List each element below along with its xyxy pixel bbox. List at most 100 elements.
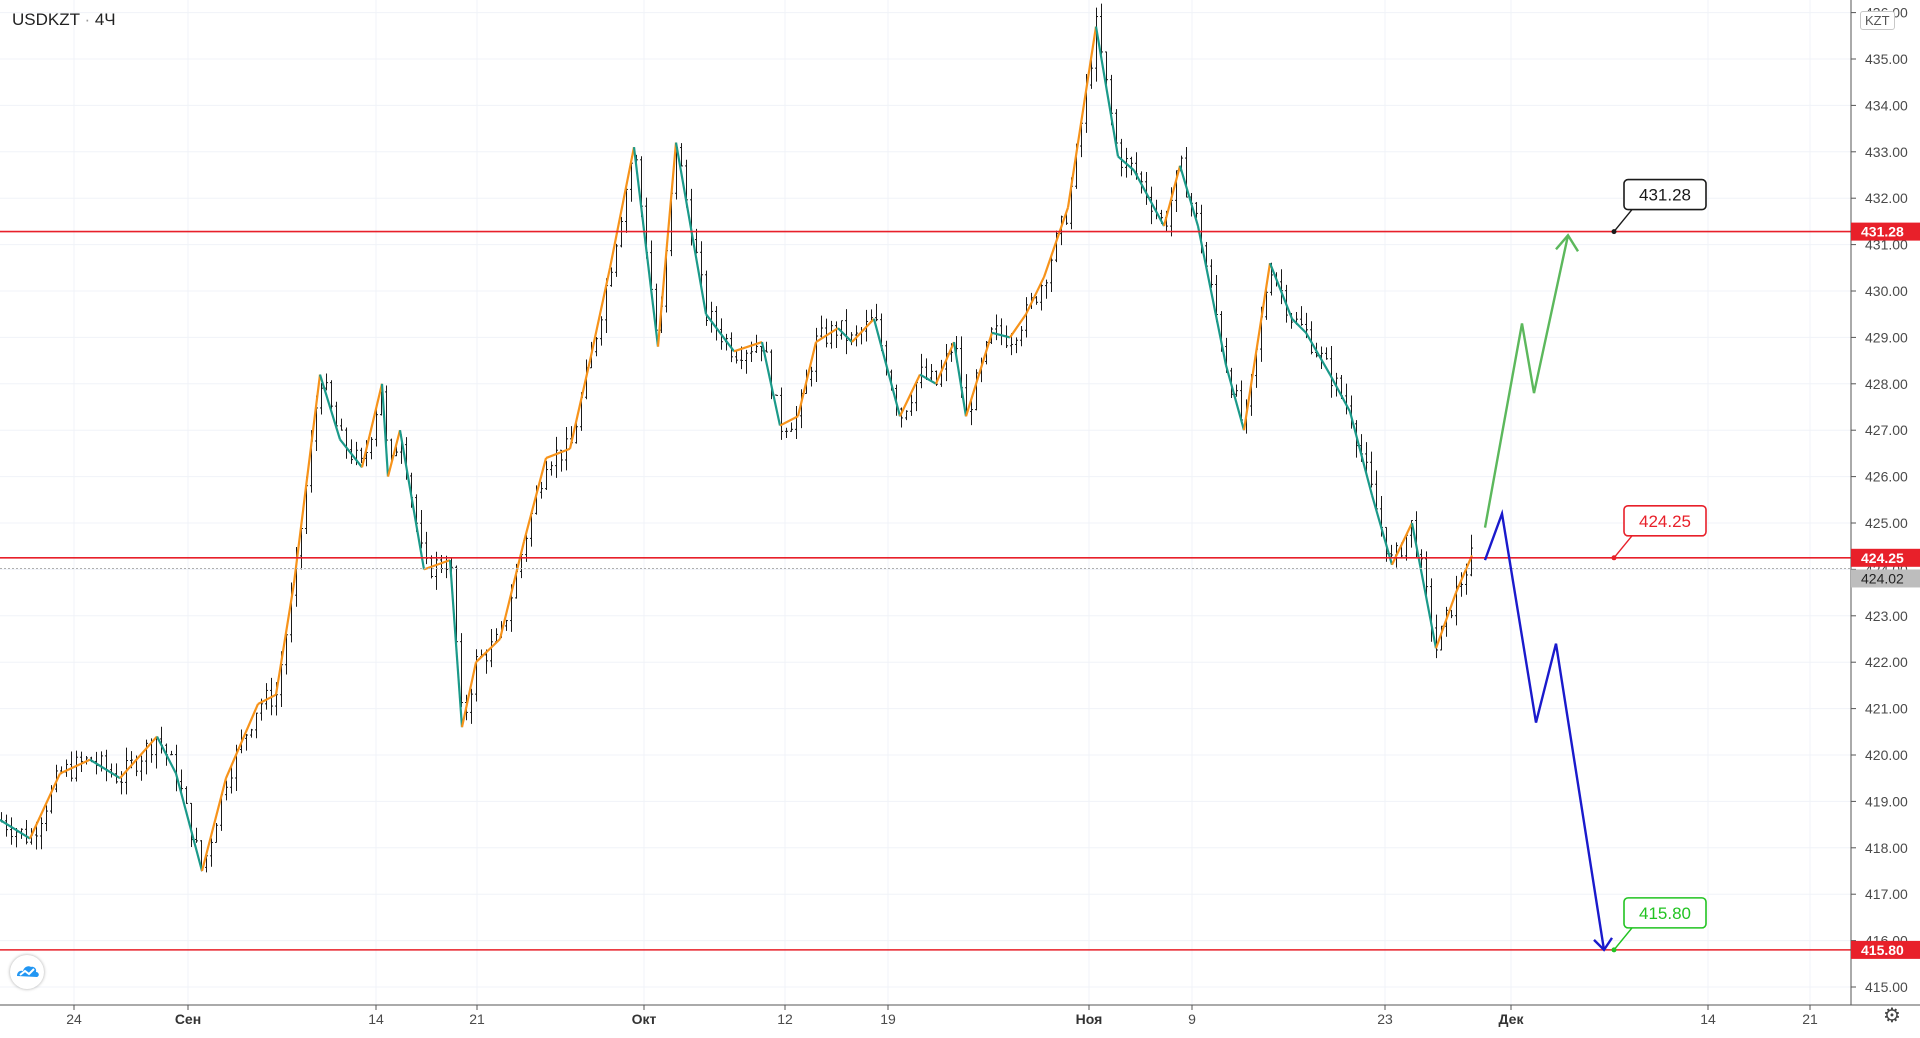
time-tick-label: 23: [1377, 1011, 1393, 1027]
currency-badge[interactable]: KZT: [1860, 11, 1895, 30]
zigzag-up-segment: [1025, 276, 1045, 315]
zigzag-up-segment: [733, 340, 763, 353]
price-tick-label: 422.00: [1865, 654, 1908, 670]
zigzag-up-segment: [1066, 26, 1098, 208]
time-tick-label: 19: [880, 1011, 896, 1027]
price-axis: [1851, 0, 1920, 1038]
zigzag-down-segment: [1133, 169, 1165, 227]
callout-box: [1623, 504, 1707, 537]
zigzag-up-segment: [274, 583, 296, 695]
zigzag-up-segment: [779, 415, 799, 427]
time-tick-label: 14: [1700, 1011, 1716, 1027]
callout-label-current-level: 424.25: [1639, 512, 1691, 531]
level-axis-badge: [1851, 222, 1920, 241]
zigzag-down-segment: [156, 735, 177, 775]
time-tick-label: 14: [368, 1011, 384, 1027]
zigzag-down-segment: [339, 438, 363, 469]
zigzag-down-segment: [398, 430, 426, 570]
zigzag-down-segment: [1178, 165, 1200, 227]
callout-anchor: [1611, 555, 1617, 561]
forecast-up-arrowhead: [1555, 233, 1580, 252]
zigzag-down-segment: [1410, 522, 1438, 649]
forecast-down-path: [1483, 509, 1606, 951]
price-tick-label: 417.00: [1865, 886, 1908, 902]
interval-label: 4Ч: [94, 10, 116, 29]
callout-anchor: [1611, 947, 1617, 953]
zigzag-up-segment: [899, 374, 921, 417]
time-tick-label: 9: [1188, 1011, 1196, 1027]
zigzag-up-segment: [796, 341, 818, 417]
time-tick-label: Окт: [632, 1011, 657, 1027]
time-tick-label: Дек: [1499, 1011, 1525, 1027]
zigzag-up-segment: [29, 773, 61, 839]
price-tick-label: 426.00: [1865, 469, 1908, 485]
tradingview-logo-icon[interactable]: [10, 955, 44, 989]
price-tick-label: 432.00: [1865, 190, 1908, 206]
zigzag-up-segment: [1454, 555, 1474, 594]
zigzag-up-segment: [1009, 313, 1027, 339]
price-tick-label: 429.00: [1865, 329, 1908, 345]
level-axis-label: 415.80: [1861, 942, 1904, 958]
zigzag-up-segment: [851, 318, 875, 343]
price-tick-label: 434.00: [1865, 97, 1908, 113]
symbol-title[interactable]: USDKZT · 4Ч: [12, 10, 116, 30]
price-tick-label: 430.00: [1865, 283, 1908, 299]
price-tick-label: 435.00: [1865, 51, 1908, 67]
callout-box: [1623, 178, 1707, 211]
zigzag-up-segment: [522, 457, 548, 542]
zigzag-down-segment: [1291, 318, 1307, 334]
callout-label-target: 415.80: [1639, 904, 1691, 923]
price-tick-label: 420.00: [1865, 747, 1908, 763]
zigzag-up-segment: [568, 360, 592, 450]
zigzag-up-segment: [964, 332, 994, 417]
gear-icon[interactable]: ⚙: [1883, 1005, 1901, 1027]
zigzag-up-segment: [224, 703, 260, 779]
zigzag-up-segment: [1162, 165, 1182, 227]
zigzag-up-segment: [656, 142, 678, 347]
zigzag-down-segment: [991, 331, 1011, 339]
zigzag-down-segment: [705, 313, 735, 352]
price-tick-label: 433.00: [1865, 144, 1908, 160]
price-tick-label: 425.00: [1865, 515, 1908, 531]
zigzag-down-segment: [919, 373, 937, 385]
forecast-down-arrowhead: [1593, 937, 1613, 952]
zigzag-down-segment: [1348, 411, 1374, 496]
price-tick-label: 421.00: [1865, 701, 1908, 717]
zigzag-up-segment: [1434, 592, 1458, 649]
callout-box: [1623, 897, 1707, 929]
time-tick-label: Ноя: [1076, 1011, 1103, 1027]
zigzag-down-segment: [1094, 26, 1120, 157]
zigzag-up-segment: [588, 267, 612, 361]
zigzag-down-segment: [674, 142, 708, 315]
price-tick-label: 418.00: [1865, 840, 1908, 856]
price-tick-label: 419.00: [1865, 793, 1908, 809]
forecast-up-path: [1483, 235, 1570, 528]
last-price-badge: [1851, 569, 1920, 588]
zigzag-up-segment: [119, 735, 158, 779]
callout-label-resistance: 431.28: [1639, 186, 1691, 205]
time-tick-label: 24: [66, 1011, 82, 1027]
zigzag-down-segment: [380, 383, 390, 477]
zigzag-down-segment: [1268, 262, 1294, 320]
zigzag-down-segment: [1305, 332, 1331, 376]
zigzag-up-segment: [1242, 262, 1272, 431]
zigzag-up-segment: [545, 447, 571, 460]
level-axis-label: 424.25: [1861, 550, 1904, 566]
zigzag-down-segment: [837, 327, 853, 343]
zigzag-up-segment: [608, 146, 636, 269]
price-tick-label: 428.00: [1865, 376, 1908, 392]
zigzag-down-segment: [1196, 225, 1228, 366]
callout-anchor: [1611, 229, 1617, 235]
zigzag-down-segment: [318, 374, 342, 440]
zigzag-down-segment: [1370, 494, 1394, 566]
symbol-name: USDKZT: [12, 10, 80, 29]
zigzag-down-segment: [1224, 364, 1246, 431]
zigzag-up-segment: [1042, 207, 1070, 278]
zigzag-down-segment: [89, 758, 121, 780]
zigzag-up-segment: [292, 374, 322, 584]
zigzag-down-segment: [632, 147, 660, 347]
time-tick-label: Сен: [175, 1011, 201, 1027]
zigzag-up-segment: [934, 341, 956, 385]
zigzag-down-segment: [448, 560, 464, 728]
